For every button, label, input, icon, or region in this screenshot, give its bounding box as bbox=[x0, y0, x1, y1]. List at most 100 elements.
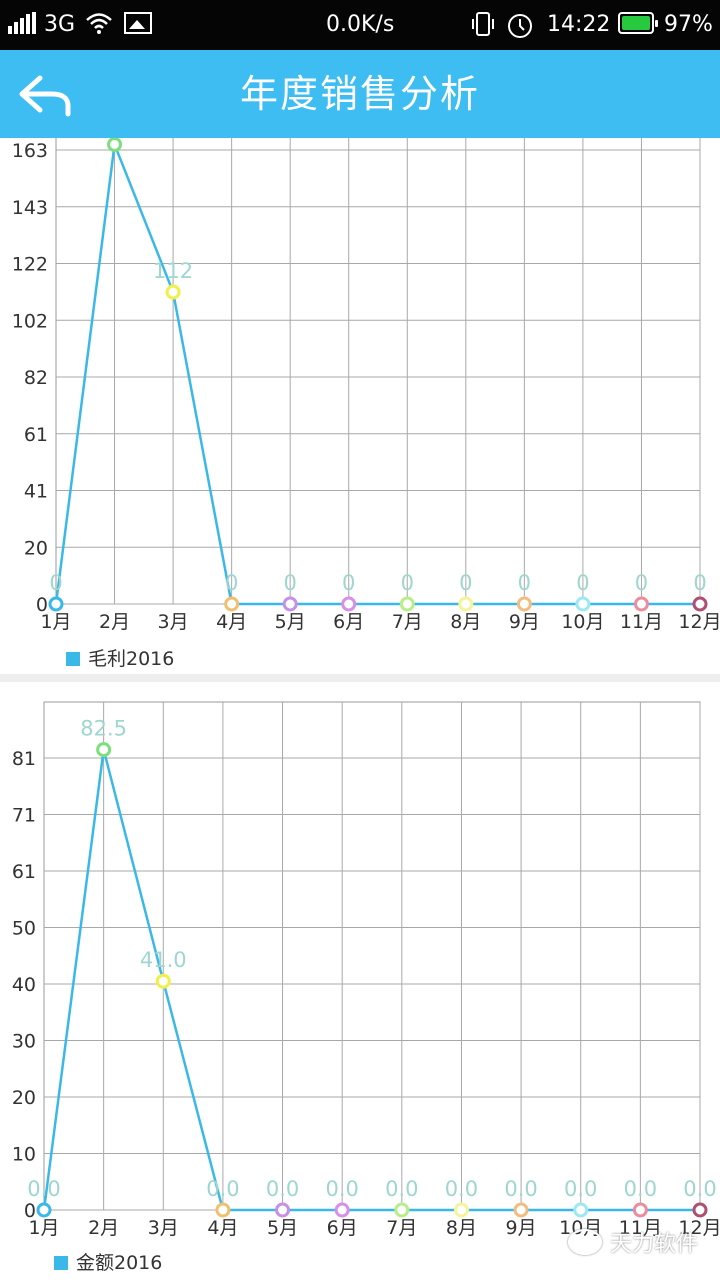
panel-separator bbox=[0, 674, 720, 682]
y-tick-label: 71 bbox=[12, 805, 36, 827]
back-button[interactable] bbox=[18, 72, 74, 118]
data-label: 0.0 bbox=[206, 1177, 239, 1201]
data-label: 0 bbox=[693, 571, 706, 595]
x-tick-label: 1月 bbox=[40, 611, 71, 633]
data-label: 41.0 bbox=[140, 948, 187, 972]
x-tick-label: 7月 bbox=[392, 611, 423, 633]
data-label: 112 bbox=[153, 259, 193, 283]
data-point bbox=[394, 1202, 410, 1218]
wifi-icon bbox=[86, 12, 112, 41]
network-speed: 0.0K/s bbox=[326, 12, 395, 37]
legend-swatch bbox=[66, 652, 80, 666]
data-point bbox=[36, 1202, 52, 1218]
data-point bbox=[692, 596, 708, 612]
back-arrow-icon bbox=[19, 75, 71, 117]
wechat-icon bbox=[567, 1229, 602, 1255]
data-label: 0 bbox=[401, 571, 414, 595]
amount-chart: 0 10 20 30 40 50 61 71 81 1月 2月 3月 4月 5月 6月 7月 8月 9月 10月 11… bbox=[0, 682, 720, 1280]
y-tick-label: 20 bbox=[12, 1087, 36, 1109]
data-label: 0 bbox=[49, 571, 62, 595]
y-tick-label: 102 bbox=[12, 310, 48, 332]
page-title: 年度销售分析 bbox=[239, 72, 480, 116]
signal-icon bbox=[8, 12, 38, 34]
x-tick-label: 2月 bbox=[99, 611, 130, 633]
x-tick-label: 6月 bbox=[333, 611, 364, 633]
network-type: 3G bbox=[44, 12, 76, 37]
data-label: 0.0 bbox=[624, 1177, 657, 1201]
x-tick-label: 11月 bbox=[619, 1217, 662, 1239]
x-tick-label: 8月 bbox=[446, 1217, 477, 1239]
battery-icon bbox=[618, 12, 658, 34]
legend-label: 毛利2016 bbox=[88, 648, 175, 670]
legend-swatch bbox=[54, 1256, 68, 1270]
data-point bbox=[513, 1202, 529, 1218]
y-tick-label: 61 bbox=[12, 861, 36, 883]
data-label: 0.0 bbox=[325, 1177, 358, 1201]
y-tick-label: 163 bbox=[12, 140, 48, 162]
data-point bbox=[224, 596, 240, 612]
data-point bbox=[399, 596, 415, 612]
x-tick-label: 12月 bbox=[678, 611, 720, 633]
y-tick-label: 122 bbox=[12, 254, 48, 276]
alarm-icon bbox=[506, 11, 534, 46]
data-point bbox=[165, 284, 181, 300]
chart-legend: 金额2016 bbox=[54, 1248, 162, 1275]
data-point bbox=[458, 596, 474, 612]
data-label: 0.0 bbox=[385, 1177, 418, 1201]
data-label: 0 bbox=[518, 571, 531, 595]
series-line bbox=[54, 143, 700, 606]
x-tick-label: 4月 bbox=[207, 1217, 238, 1239]
x-tick-label: 11月 bbox=[620, 611, 663, 633]
x-tick-label: 3月 bbox=[158, 611, 189, 633]
watermark: 天力软件 bbox=[567, 1226, 698, 1258]
data-point bbox=[575, 596, 591, 612]
x-tick-label: 12月 bbox=[678, 1217, 720, 1239]
chart-legend: 毛利2016 bbox=[66, 644, 174, 671]
series-line bbox=[42, 749, 700, 1212]
data-point bbox=[453, 1202, 469, 1218]
data-point bbox=[275, 1202, 291, 1218]
data-point bbox=[282, 596, 298, 612]
y-tick-label: 143 bbox=[12, 197, 48, 219]
vibrate-icon bbox=[470, 11, 496, 44]
y-tick-label: 30 bbox=[12, 1031, 36, 1053]
data-label: 0.0 bbox=[564, 1177, 597, 1201]
image-icon bbox=[124, 12, 152, 34]
data-label: 0 bbox=[342, 571, 355, 595]
x-tick-label: 3月 bbox=[148, 1217, 179, 1239]
x-tick-label: 6月 bbox=[327, 1217, 358, 1239]
legend-label: 金额2016 bbox=[76, 1252, 163, 1274]
data-label: 0.0 bbox=[266, 1177, 299, 1201]
y-tick-label: 50 bbox=[12, 918, 36, 940]
data-label: 0 bbox=[576, 571, 589, 595]
x-tick-label: 9月 bbox=[506, 1217, 537, 1239]
y-tick-label: 0 bbox=[24, 1200, 36, 1222]
data-point bbox=[632, 1202, 648, 1218]
x-tick-label: 9月 bbox=[509, 611, 540, 633]
x-tick-label: 2月 bbox=[88, 1217, 119, 1239]
data-label: 0.0 bbox=[683, 1177, 716, 1201]
y-tick-label: 40 bbox=[12, 974, 36, 996]
status-bar: 3G 0.0K/s 14:22 97% bbox=[0, 0, 720, 50]
x-tick-label: 8月 bbox=[450, 611, 481, 633]
data-point bbox=[516, 596, 532, 612]
data-point bbox=[215, 1202, 231, 1218]
data-point bbox=[48, 596, 64, 612]
data-point bbox=[633, 596, 649, 612]
y-tick-label: 81 bbox=[12, 748, 36, 770]
y-tick-label: 61 bbox=[24, 424, 48, 446]
data-point bbox=[96, 742, 112, 758]
gross-profit-chart: 0 20 41 61 82 102 122 143 163 1月 2月 3月 4月 5月 6月 7月 8月 9月 1… bbox=[0, 138, 720, 674]
data-point bbox=[334, 1202, 350, 1218]
data-label: 82.5 bbox=[80, 717, 127, 741]
data-point bbox=[107, 138, 123, 152]
battery-percent: 97% bbox=[664, 12, 713, 37]
x-tick-label: 1月 bbox=[28, 1217, 59, 1239]
data-point bbox=[155, 973, 171, 989]
x-tick-label: 5月 bbox=[267, 1217, 298, 1239]
y-tick-label: 0 bbox=[36, 594, 48, 616]
data-point bbox=[341, 596, 357, 612]
chart-grid: 0 10 20 30 40 50 61 71 81 bbox=[12, 701, 701, 1222]
